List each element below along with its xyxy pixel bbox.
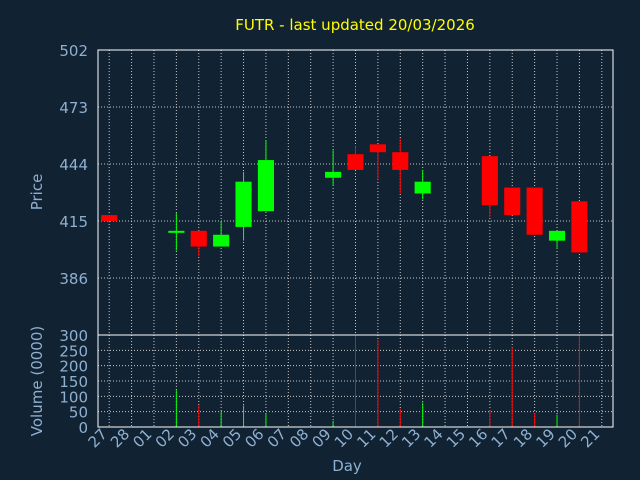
volume-axis-label: Volume (0000) (28, 326, 46, 436)
volume-tick-label: 50 (69, 404, 88, 422)
x-axis-label: Day (332, 457, 362, 475)
candle-body (235, 181, 252, 227)
price-tick-label: 473 (59, 99, 88, 117)
volume-tick-label: 200 (59, 358, 88, 376)
candle-body (392, 152, 409, 170)
candle-body (414, 181, 431, 194)
volume-tick-label: 150 (59, 373, 88, 391)
volume-tick-label: 300 (59, 327, 88, 345)
candle-body (101, 215, 118, 221)
volume-tick-label: 0 (78, 419, 88, 437)
price-tick-label: 386 (59, 270, 88, 288)
volume-panel-border (97, 334, 614, 428)
chart-title: FUTR - last updated 20/03/2026 (235, 16, 475, 34)
volume-bars (175, 335, 580, 427)
price-tick-label: 502 (59, 42, 88, 60)
candle-body (526, 187, 543, 235)
candle-body (347, 154, 364, 170)
volume-tick-label: 250 (59, 342, 88, 360)
candle-body (481, 156, 498, 206)
volume-tick-label: 100 (59, 388, 88, 406)
candle-body (571, 201, 588, 253)
price-axis-label: Price (28, 174, 46, 211)
candle-body (369, 144, 386, 153)
candle-body (548, 230, 566, 241)
candle-body (168, 230, 185, 233)
x-tick-labels: 2728010203040506070809101112131415161718… (85, 425, 604, 451)
candle-body (325, 171, 342, 178)
price-tick-labels: 502 473 444 415 386 (59, 42, 88, 288)
candle-body (213, 234, 230, 247)
candle-body (190, 230, 207, 247)
candle-body (504, 187, 521, 216)
price-candles (101, 138, 588, 257)
price-tick-label: 444 (59, 156, 88, 174)
candle-body (257, 160, 274, 212)
price-tick-label: 415 (59, 213, 88, 231)
